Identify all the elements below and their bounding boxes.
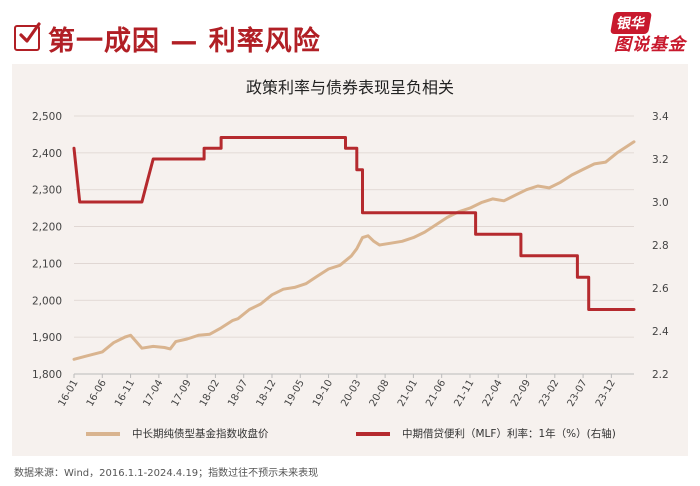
- x-axis-tick-label: 23-12: [594, 378, 618, 409]
- legend-item-mlf: 中期借贷便利（MLF）利率：1年（%）(右轴): [356, 426, 616, 441]
- series-line-mlf-rate: [72, 136, 636, 311]
- right-axis-tick-label: 3.0: [652, 197, 669, 209]
- x-axis-tick-label: 18-07: [226, 378, 250, 409]
- x-axis-tick-label: 18-12: [255, 378, 279, 409]
- header: 第一成因 — 利率风险: [14, 18, 321, 58]
- left-axis-tick-label: 1,800: [32, 369, 62, 381]
- x-axis-tick-label: 21-01: [396, 378, 420, 409]
- left-axis-tick-label: 2,100: [32, 258, 62, 270]
- x-axis-tick-label: 19-05: [283, 378, 307, 409]
- page-title: 第一成因 — 利率风险: [48, 25, 321, 57]
- x-axis-tick-label: 17-04: [141, 378, 165, 409]
- x-axis-tick-label: 16-11: [113, 378, 137, 409]
- checkbox-icon: [14, 22, 41, 51]
- legend-label-mlf: 中期借贷便利（MLF）利率：1年（%）(右轴): [402, 428, 616, 440]
- right-axis-tick-label: 2.4: [652, 326, 669, 338]
- x-axis-tick-label: 18-02: [198, 378, 222, 409]
- x-axis-tick-label: 22-09: [509, 378, 533, 409]
- left-axis-tick-label: 1,900: [32, 332, 62, 344]
- right-axis-tick-label: 2.2: [652, 369, 669, 381]
- right-axis-tick-label: 3.4: [652, 111, 669, 123]
- left-axis-tick-label: 2,200: [32, 222, 62, 234]
- chart-panel: [12, 64, 688, 456]
- left-axis-tick-label: 2,000: [32, 295, 62, 307]
- brand-bottom: 图说基金: [614, 35, 686, 55]
- right-axis-tick-label: 2.6: [652, 283, 669, 295]
- series-line-bond-index: [72, 140, 636, 361]
- x-axis-tick-label: 23-07: [566, 378, 590, 409]
- right-axis-tick-label: 3.2: [652, 154, 669, 166]
- legend-swatch-mlf: [356, 431, 390, 436]
- x-axis-tick-label: 17-09: [170, 378, 194, 409]
- left-axis-tick-label: 2,300: [32, 185, 62, 197]
- x-axis-tick-label: 22-04: [481, 378, 505, 409]
- x-axis-tick-label: 21-06: [424, 378, 448, 409]
- x-axis-tick-label: 16-01: [57, 378, 81, 409]
- x-axis-tick-label: 21-11: [453, 378, 477, 409]
- left-axis-tick-label: 2,500: [32, 111, 62, 123]
- source-note: 数据来源：Wind，2016.1.1-2024.4.19；指数过往不预示未来表现: [14, 468, 319, 479]
- legend-label-bond: 中长期纯债型基金指数收盘价: [132, 428, 269, 440]
- x-axis-tick-label: 19-10: [311, 378, 335, 409]
- x-axis-tick-label: 16-06: [85, 378, 109, 409]
- right-axis-tick-label: 2.8: [652, 240, 669, 252]
- brand-logo: 银华 图说基金: [598, 12, 688, 55]
- x-axis-tick-label: 20-03: [339, 378, 363, 409]
- x-axis-tick-label: 20-08: [368, 378, 392, 409]
- x-axis-tick-label: 23-02: [537, 378, 561, 409]
- legend-swatch-bond: [86, 431, 120, 436]
- chart-title: 政策利率与债券表现呈负相关: [245, 78, 454, 97]
- legend-item-bond: 中长期纯债型基金指数收盘价: [86, 426, 269, 441]
- left-axis-tick-label: 2,400: [32, 148, 62, 160]
